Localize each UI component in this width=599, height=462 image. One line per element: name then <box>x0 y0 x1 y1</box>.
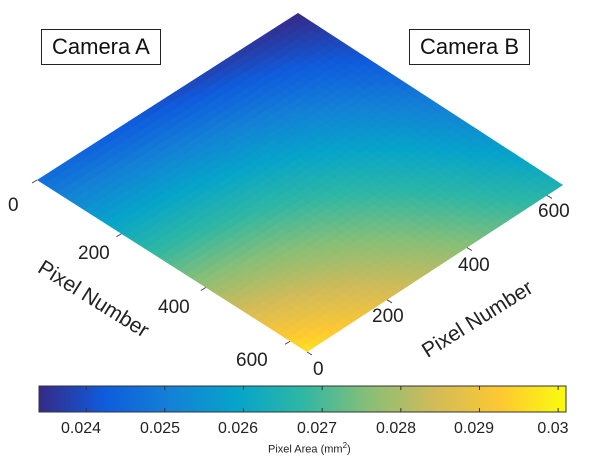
colorbar-label: Pixel Area (mm2) <box>268 441 351 456</box>
axis-a-tick-mark <box>200 287 207 291</box>
colorbar-tick-0.026: 0.026 <box>217 420 259 437</box>
axis-a-tick-mark <box>31 179 38 184</box>
axis-b-tick-600: 600 <box>538 201 570 222</box>
axis-a-tick-400: 400 <box>158 297 190 318</box>
colorbar-tick-0.028: 0.028 <box>375 420 417 437</box>
colorbar-tick-0.029: 0.029 <box>453 420 495 437</box>
axis-b-tick-mark <box>546 195 553 199</box>
colorbar-tick-0.03: 0.03 <box>537 420 569 437</box>
axis-a-tick-mark <box>116 233 122 238</box>
axis-b-tick-400: 400 <box>458 255 490 276</box>
axis-a-tick-200: 200 <box>78 243 110 264</box>
colorbar-label-end: ) <box>347 443 351 456</box>
axis-a-tick-600: 600 <box>236 350 268 371</box>
colorbar-label-text: Pixel Area (mm <box>268 443 343 456</box>
axis-a-tick-mark <box>284 340 291 345</box>
colorbar-tick-0.027: 0.027 <box>296 420 338 437</box>
axis-b-tick-mark <box>386 299 393 304</box>
annotation-camera-b: Camera B <box>409 29 531 65</box>
axis-a-tick-0: 0 <box>8 195 19 216</box>
colorbar-label-sup: 2 <box>342 441 348 450</box>
axis-b-tick-0: 0 <box>313 359 324 380</box>
colorbar-tick-0.024: 0.024 <box>60 420 102 437</box>
colorbar-tick-0.025: 0.025 <box>139 420 181 437</box>
annotation-camera-a: Camera A <box>41 29 161 65</box>
axis-b-tick-mark <box>306 351 313 356</box>
surface-patch <box>549 180 563 190</box>
colorbar <box>38 385 567 413</box>
axis-b-tick-200: 200 <box>372 306 404 327</box>
axis-b-tick-mark <box>466 247 473 252</box>
